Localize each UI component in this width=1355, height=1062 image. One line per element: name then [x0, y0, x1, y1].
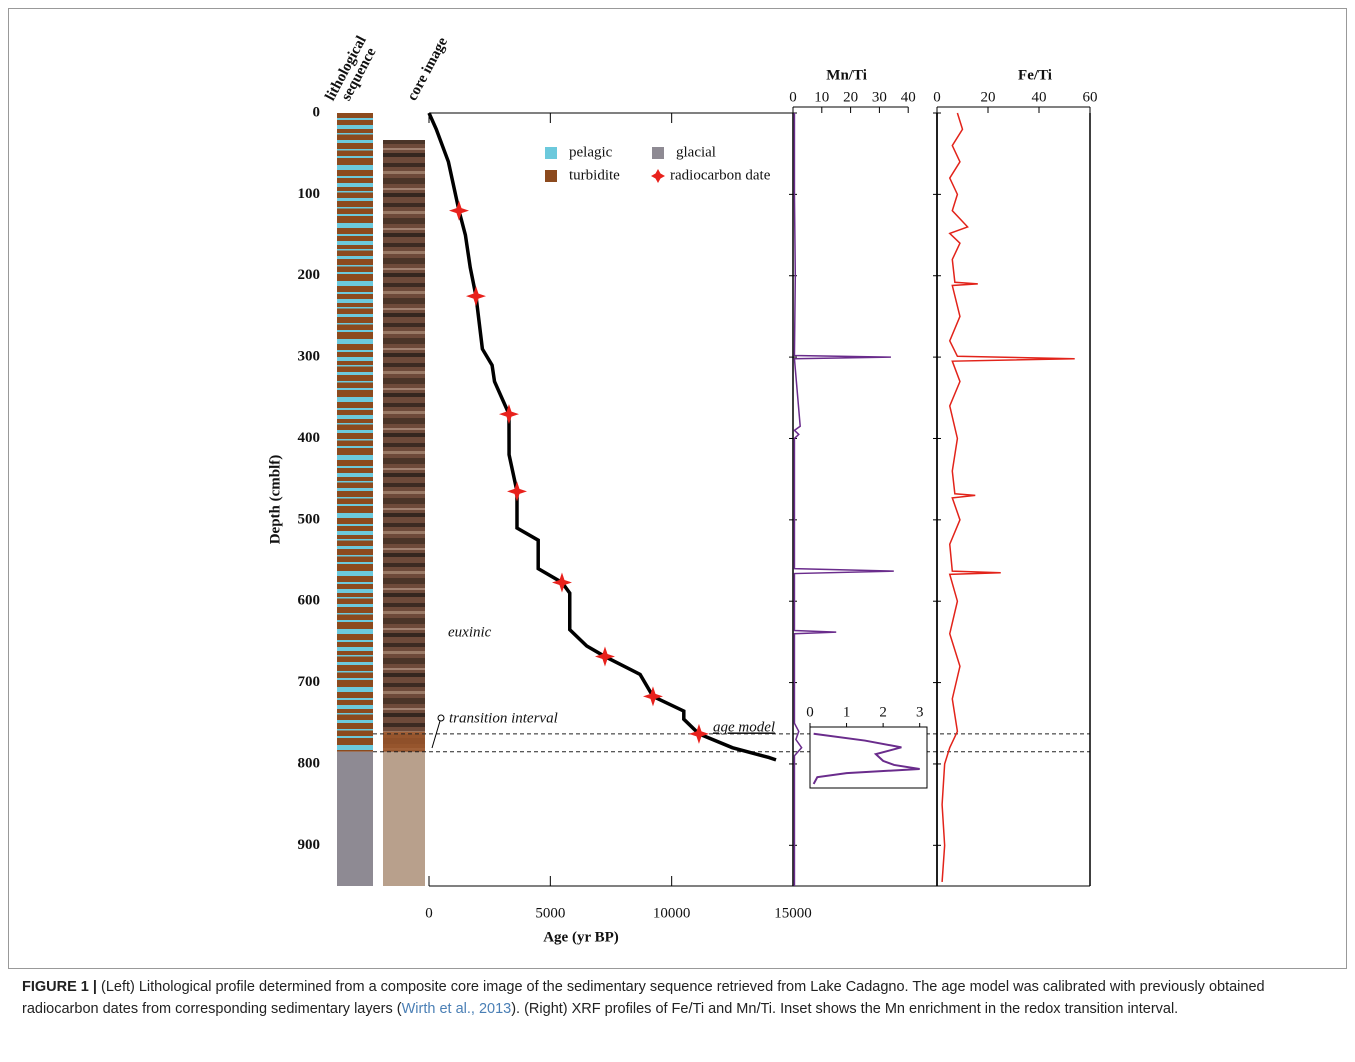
radiocarbon-date — [594, 646, 615, 667]
panel-title: Fe/Ti — [1018, 67, 1052, 83]
inset-tick-label: 2 — [879, 704, 887, 720]
y-tick-label: 800 — [298, 755, 321, 771]
legend-swatch — [545, 170, 557, 182]
caption-text: ). (Right) XRF profiles of Fe/Ti and Mn/… — [511, 1001, 1179, 1017]
x-tick-label: 30 — [872, 89, 887, 105]
x-tick-label: 0 — [425, 905, 433, 921]
legend-label: radiocarbon date — [670, 167, 771, 183]
annotation: euxinic — [448, 624, 492, 640]
core-image — [383, 140, 425, 752]
y-tick-label: 300 — [298, 349, 321, 365]
glacial-unit — [337, 751, 373, 886]
y-tick-label: 0 — [313, 104, 321, 120]
radiocarbon-date — [448, 200, 469, 221]
caption: FIGURE 1 | (Left) Lithological profile d… — [22, 976, 1337, 1020]
y-tick-label: 100 — [298, 186, 321, 202]
legend-label: turbidite — [569, 167, 620, 183]
column-label: core image — [404, 35, 451, 104]
x-tick-label: 15000 — [774, 905, 812, 921]
x-tick-label: 5000 — [535, 905, 565, 921]
radiocarbon-date — [506, 481, 527, 502]
y-tick-label: 600 — [298, 593, 321, 609]
x-tick-label: 10 — [814, 89, 829, 105]
age-model-line — [427, 112, 777, 762]
x-tick-label: 60 — [1083, 89, 1098, 105]
annotation-marker — [437, 714, 445, 722]
y-tick-label: 900 — [298, 837, 321, 853]
y-tick-label: 400 — [298, 430, 321, 446]
x-tick-label: 20 — [843, 89, 858, 105]
series-label: age model — [713, 719, 775, 735]
profile-line — [793, 113, 894, 886]
inset-tick-label: 1 — [843, 704, 851, 720]
radiocarbon-date — [498, 404, 519, 425]
lithology-column — [337, 113, 373, 752]
figure-border — [8, 8, 1347, 969]
legend-swatch — [652, 147, 664, 159]
inset-tick-label: 3 — [916, 704, 924, 720]
y-tick-label: 700 — [298, 674, 321, 690]
x-tick-label: 10000 — [653, 905, 691, 921]
y-tick-label: 500 — [298, 511, 321, 527]
x-tick-label: 0 — [933, 89, 941, 105]
core-transition — [383, 731, 425, 752]
x-tick-label: 40 — [1032, 89, 1047, 105]
radiocarbon-date — [551, 572, 572, 593]
x-tick-label: 40 — [901, 89, 916, 105]
inset-frame — [809, 726, 928, 789]
caption-label: FIGURE 1 | — [22, 979, 97, 995]
radiocarbon-date — [688, 723, 709, 744]
legend-label: glacial — [676, 144, 716, 160]
radiocarbon-date — [642, 686, 663, 707]
legend-label: pelagic — [569, 144, 613, 160]
inset-tick-label: 0 — [806, 704, 814, 720]
panel-title: Mn/Ti — [826, 67, 867, 83]
y-tick-label: 200 — [298, 267, 321, 283]
annotation-leader — [431, 720, 441, 749]
core-image-glacial — [383, 751, 425, 886]
axis-label: Age (yr BP) — [543, 929, 619, 945]
inset-line — [812, 732, 920, 785]
caption-text: (Left) Lithological profile determined f… — [22, 979, 1265, 1017]
legend-marker — [651, 169, 665, 183]
profile-line — [941, 112, 1075, 882]
axis-label: Depth (cmblf) — [267, 455, 283, 545]
legend-swatch — [545, 147, 557, 159]
citation[interactable]: Wirth et al., 2013 — [401, 1001, 512, 1017]
annotation: transition interval — [449, 710, 558, 726]
x-tick-label: 0 — [789, 89, 797, 105]
radiocarbon-date — [465, 286, 486, 307]
x-tick-label: 20 — [981, 89, 996, 105]
